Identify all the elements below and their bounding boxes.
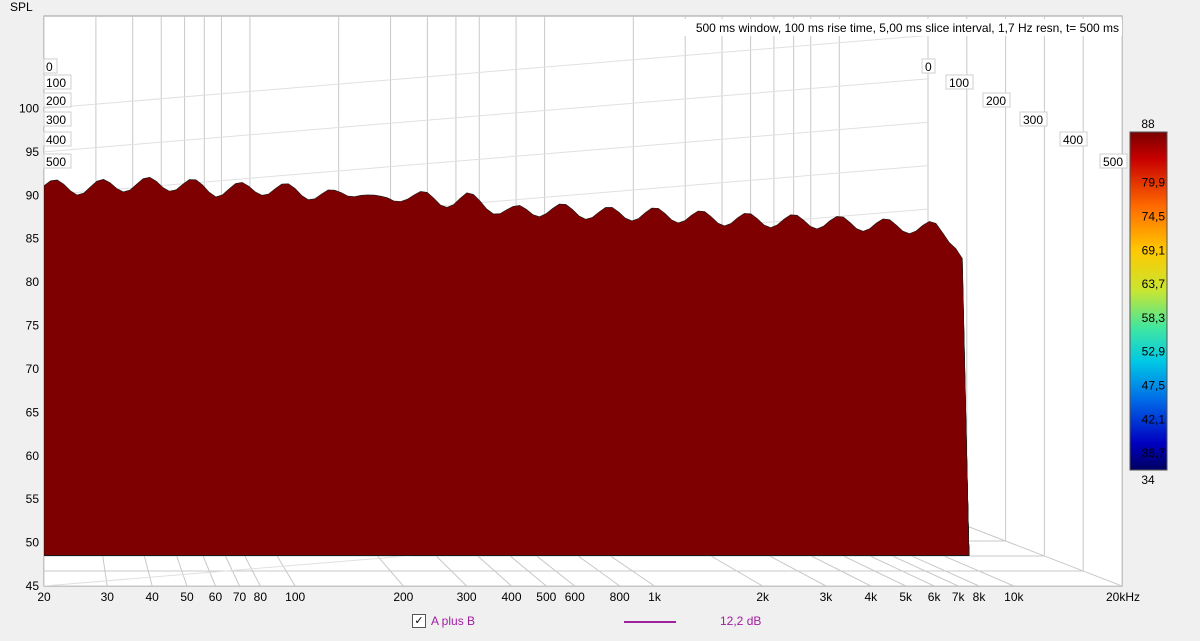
- time-label-left: 500: [46, 155, 66, 169]
- x-tick-label: 8k: [973, 590, 987, 604]
- x-tick-label: 20: [37, 590, 51, 604]
- y-tick-label: 65: [26, 405, 40, 419]
- colorbar-tick-label: 88: [1141, 117, 1155, 131]
- colorbar-tick-label: 58,3: [1142, 311, 1166, 325]
- x-tick-label: 2k: [756, 590, 770, 604]
- colorbar-tick-label: 79,9: [1142, 176, 1166, 190]
- time-label-box: [43, 131, 72, 147]
- grid-level-line: [44, 34, 929, 109]
- x-tick-label: 60: [209, 590, 223, 604]
- x-tick-label: 20kHz: [1106, 590, 1140, 604]
- series-value: 12,2 dB: [720, 614, 762, 628]
- colorbar-tick-label: 69,1: [1142, 243, 1166, 257]
- y-tick-label: 100: [19, 101, 39, 115]
- x-tick-label: 500: [536, 590, 556, 604]
- waterfall-slices: [44, 176, 970, 556]
- x-tick-label: 3k: [820, 590, 834, 604]
- x-tick-label: 800: [610, 590, 630, 604]
- colorbar-tick-label: 63,7: [1142, 277, 1166, 291]
- colorbar-tick-label: 34: [1141, 473, 1155, 487]
- y-tick-label: 60: [26, 449, 40, 463]
- colorbar-tick-label: 36,7: [1142, 446, 1166, 460]
- y-tick-label: 80: [26, 275, 40, 289]
- y-tick-label: 55: [26, 492, 40, 506]
- y-tick-label: 85: [26, 232, 40, 246]
- x-tick-label: 10k: [1004, 590, 1024, 604]
- series-name[interactable]: A plus B: [431, 614, 476, 628]
- x-tick-label: 80: [254, 590, 268, 604]
- y-tick-label: 50: [26, 536, 40, 550]
- colorbar-tick-label: 74,5: [1142, 210, 1166, 224]
- time-label-box: [1059, 131, 1088, 147]
- time-axis-labels: 0 0 100 100 200 200 300 300 400 400 500 500: [43, 58, 1128, 169]
- grid-level-line: [44, 78, 929, 153]
- time-label-left: 200: [46, 94, 66, 108]
- time-label-box: [921, 58, 936, 74]
- time-label-right: 0: [925, 60, 932, 74]
- waterfall-chart: SPL 0 0 100 100 200 200 300 300 400 400 500 500 100…: [10, 0, 1168, 604]
- time-label-left: 400: [46, 133, 66, 147]
- colorbar-tick-label: 52,9: [1142, 345, 1166, 359]
- time-label-box: [43, 153, 72, 169]
- time-label-box: [945, 74, 974, 90]
- time-label-box: [43, 74, 72, 90]
- time-label-box: [1099, 153, 1128, 169]
- time-label-right: 300: [1023, 113, 1043, 127]
- time-label-right: 200: [986, 94, 1006, 108]
- time-label-right: 400: [1063, 133, 1083, 147]
- time-label-left: 0: [46, 60, 53, 74]
- x-tick-label: 50: [180, 590, 194, 604]
- y-tick-label: 45: [26, 579, 40, 593]
- time-label-right: 500: [1103, 155, 1123, 169]
- x-tick-label: 200: [393, 590, 413, 604]
- time-label-box: [43, 92, 72, 108]
- y-tick-label: 70: [26, 362, 40, 376]
- x-tick-label: 40: [145, 590, 159, 604]
- y-tick-label: 75: [26, 319, 40, 333]
- x-tick-label: 6k: [928, 590, 942, 604]
- x-tick-labels: 20 30 40 50 60 70 80 100 200 300 400 500 600 800 1k 2k 3…: [37, 590, 1140, 604]
- time-label-right: 100: [949, 76, 969, 90]
- x-tick-label: 30: [101, 590, 115, 604]
- y-tick-label: 90: [26, 188, 40, 202]
- x-tick-label: 100: [285, 590, 305, 604]
- time-label-left: 300: [46, 113, 66, 127]
- y-tick-labels: 100 95 90 85 80 75 70 65 60 55 50 45: [19, 101, 39, 593]
- x-tick-label: 7k: [952, 590, 966, 604]
- series-checkbox[interactable]: ✓: [412, 614, 426, 628]
- time-label-box: [1019, 111, 1048, 127]
- time-label-left: 100: [46, 76, 66, 90]
- chart-title: 500 ms window, 100 ms rise time, 5,00 ms…: [696, 21, 1119, 35]
- waterfall-slice: [44, 176, 970, 556]
- time-label-box: [982, 92, 1011, 108]
- time-label-box: [43, 58, 58, 74]
- x-tick-label: 400: [501, 590, 521, 604]
- x-tick-label: 300: [457, 590, 477, 604]
- colorbar: [1129, 131, 1168, 471]
- x-tick-label: 5k: [899, 590, 913, 604]
- y-tick-label: 95: [26, 145, 40, 159]
- y-axis-label: SPL: [10, 0, 33, 14]
- series-color-swatch: [624, 621, 676, 623]
- colorbar-tick-labels: 88 79,9 74,5 69,1 63,7 58,3 52,9 47,5 42,1 36,7 34: [1141, 117, 1165, 487]
- x-tick-label: 70: [233, 590, 247, 604]
- time-label-box: [43, 111, 72, 127]
- x-tick-label: 1k: [648, 590, 662, 604]
- x-tick-label: 4k: [864, 590, 878, 604]
- colorbar-tick-label: 47,5: [1142, 379, 1166, 393]
- legend-bar: ✓ A plus B 12,2 dB: [0, 610, 1200, 634]
- x-tick-label: 600: [565, 590, 585, 604]
- colorbar-tick-label: 42,1: [1142, 412, 1166, 426]
- title-box: [677, 19, 1122, 36]
